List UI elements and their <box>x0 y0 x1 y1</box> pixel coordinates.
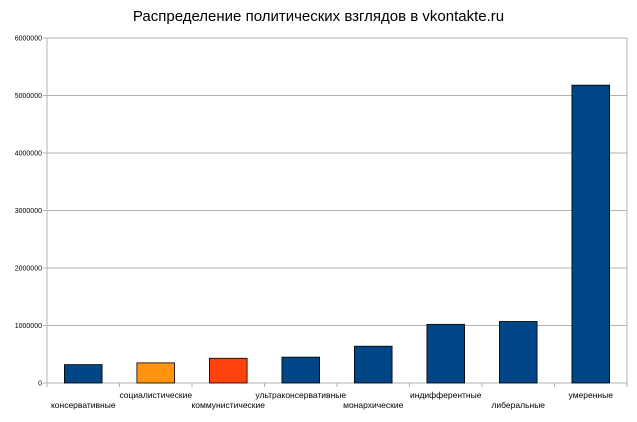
y-tick-label: 2000000 <box>15 266 42 273</box>
y-tick-label: 5000000 <box>15 93 42 100</box>
x-tick-label: консервативные <box>51 400 116 410</box>
x-tick-label: ультраконсервативные <box>255 390 346 400</box>
bar <box>208 357 248 384</box>
bar <box>498 321 538 384</box>
chart-title: Распределение политических взглядов в vk… <box>132 8 505 25</box>
y-tick-label: 3000000 <box>15 208 42 215</box>
x-tick-label: социалистические <box>119 390 192 400</box>
y-tick-label: 4000000 <box>15 151 42 158</box>
bar <box>136 362 175 384</box>
x-tick-label: коммунистические <box>191 400 265 410</box>
bar <box>426 323 465 384</box>
y-tick-label: 6000000 <box>15 36 42 43</box>
x-tick-label: индифферентные <box>410 390 482 400</box>
x-tick-label: либеральные <box>491 400 545 410</box>
bar <box>571 84 611 384</box>
bar <box>64 364 103 384</box>
y-tick-label: 0 <box>38 381 42 388</box>
bar <box>353 345 393 384</box>
y-tick-label: 1000000 <box>15 323 42 330</box>
bar <box>281 356 320 384</box>
x-tick-label: умеренные <box>569 390 614 400</box>
x-tick-label: монархические <box>343 400 403 410</box>
